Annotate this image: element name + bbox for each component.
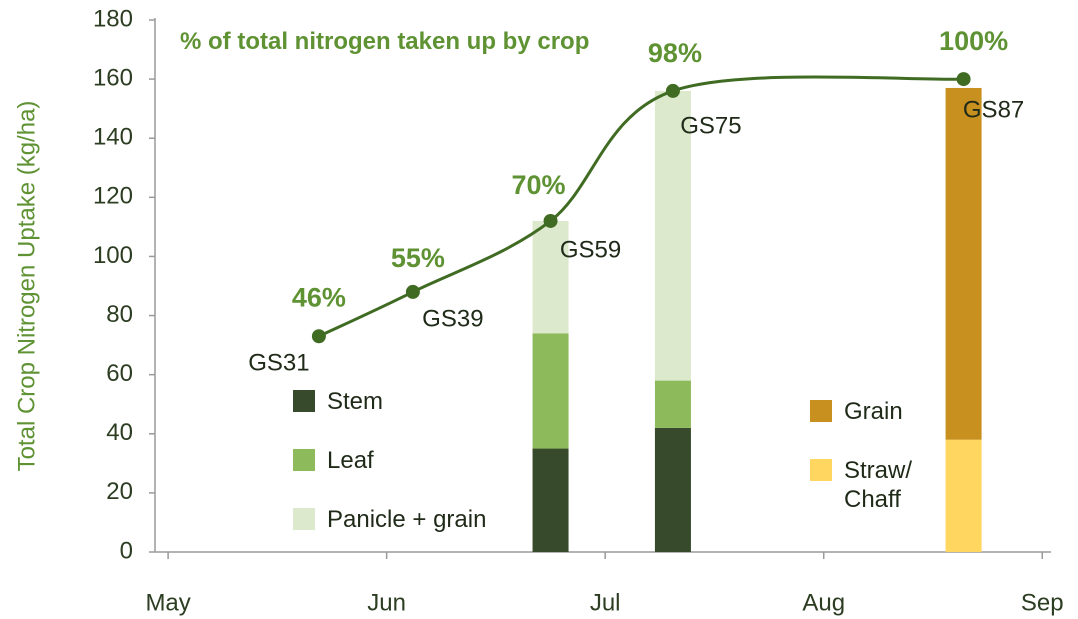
line-point	[543, 213, 558, 228]
legend-swatch	[810, 400, 832, 422]
legend-item: Panicle + grain	[293, 505, 486, 534]
bar-segment	[654, 380, 691, 428]
bar-segment	[654, 427, 691, 552]
y-axis-title: Total Crop Nitrogen Uptake (kg/ha)	[13, 101, 40, 472]
percent-label: 100%	[939, 26, 1008, 56]
legend-item: Leaf	[293, 446, 374, 475]
legend-label: Grain	[844, 398, 903, 425]
stage-label: GS39	[422, 305, 483, 332]
line-title: % of total nitrogen taken up by crop	[180, 28, 590, 55]
y-tick-label: 100	[93, 242, 133, 269]
x-tick-label: Jul	[590, 589, 621, 616]
legend-label: Panicle + grain	[327, 506, 487, 533]
y-tick-label: 20	[106, 478, 133, 505]
legend-label: Leaf	[327, 447, 374, 474]
legend-item: Stem	[293, 387, 383, 416]
bar-segment	[654, 90, 691, 381]
y-tick-label: 140	[93, 124, 133, 151]
legend-label: Straw/ Chaff	[844, 457, 913, 513]
line-point	[956, 72, 971, 87]
line-point	[311, 329, 326, 344]
x-tick-label: Jun	[367, 589, 406, 616]
bar-segment	[532, 333, 569, 449]
percent-label: 46%	[292, 282, 346, 312]
x-tick-label: Sep	[1021, 589, 1064, 616]
x-tick-label: May	[145, 589, 190, 616]
bar-segment	[945, 439, 982, 552]
stage-label: GS31	[248, 350, 309, 377]
legend-swatch	[810, 459, 832, 481]
legend-swatch	[293, 449, 315, 471]
percent-label: 70%	[512, 170, 566, 200]
line-point	[405, 284, 420, 299]
stage-label: GS75	[680, 112, 741, 139]
y-tick-label: 40	[106, 419, 133, 446]
legend-item: Straw/ Chaff	[810, 456, 920, 514]
stage-label: GS59	[560, 236, 621, 263]
percent-label: 98%	[648, 38, 702, 68]
bar-segment	[945, 87, 982, 440]
y-tick-label: 160	[93, 64, 133, 91]
line	[318, 75, 964, 338]
bar-segment	[532, 448, 569, 552]
y-tick-label: 60	[106, 360, 133, 387]
y-tick-label: 0	[120, 537, 133, 564]
legend-swatch	[293, 390, 315, 412]
percent-label: 55%	[391, 243, 445, 273]
bar-segment	[532, 220, 569, 334]
stage-label: GS87	[963, 96, 1024, 123]
x-tick-label: Aug	[802, 589, 845, 616]
y-tick-label: 180	[93, 5, 133, 32]
y-tick-label: 80	[106, 301, 133, 328]
line-point	[665, 83, 680, 98]
legend-swatch	[293, 508, 315, 530]
legend-item: Grain	[810, 397, 920, 426]
y-tick-label: 120	[93, 183, 133, 210]
legend-label: Stem	[327, 388, 384, 415]
